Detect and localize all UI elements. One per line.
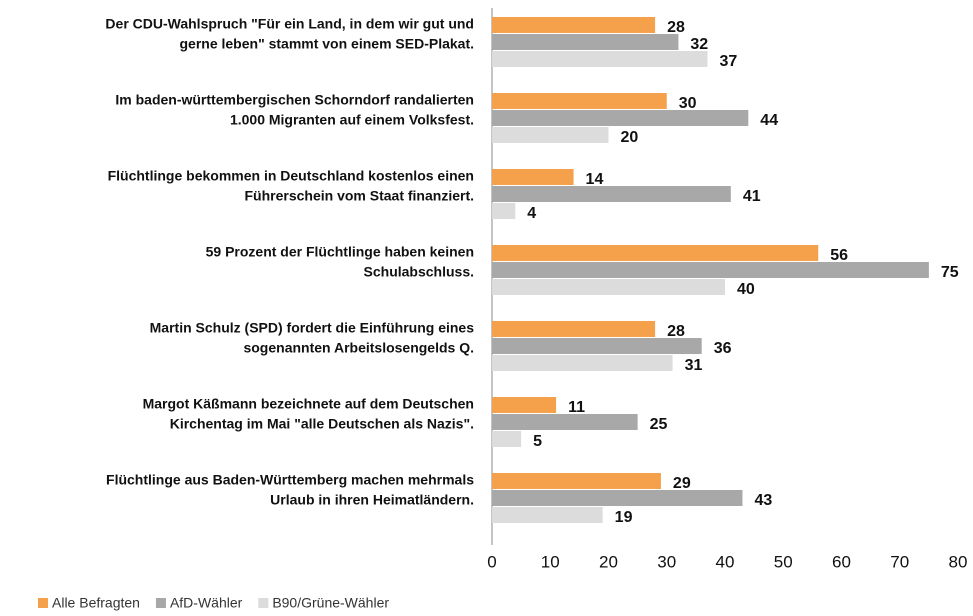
x-tick-label: 0	[487, 552, 496, 571]
bar	[492, 490, 743, 506]
bar	[492, 93, 667, 109]
x-tick-label: 40	[716, 552, 735, 571]
value-label: 41	[743, 188, 761, 205]
bar	[492, 127, 609, 143]
bar	[492, 338, 702, 354]
value-label: 29	[673, 475, 691, 492]
x-tick-label: 80	[949, 552, 968, 571]
x-tick-label: 20	[599, 552, 618, 571]
value-label: 28	[667, 19, 685, 36]
category-label: sogenannten Arbeitslosengelds Q.	[243, 340, 474, 356]
bar	[492, 169, 574, 185]
bar	[492, 507, 603, 523]
legend-swatch	[258, 598, 269, 608]
category-label: Flüchtlinge aus Baden-Württemberg machen…	[106, 472, 474, 488]
category-label: 59 Prozent der Flüchtlinge haben keinen	[206, 244, 474, 260]
value-label: 4	[527, 205, 536, 222]
bar	[492, 473, 661, 489]
bar	[492, 203, 516, 219]
category-label: Urlaub in ihren Heimatländern.	[270, 492, 474, 508]
bar	[492, 186, 731, 202]
bar	[492, 321, 656, 337]
value-label: 75	[941, 264, 959, 281]
legend-label: AfD-Wähler	[170, 595, 243, 611]
legend-label: Alle Befragten	[52, 595, 140, 611]
category-label: Führerschein vom Staat finanziert.	[245, 188, 475, 204]
legend-swatch	[155, 598, 166, 608]
bar	[492, 51, 708, 67]
value-label: 32	[690, 36, 708, 53]
value-label: 11	[568, 399, 585, 416]
value-label: 25	[650, 416, 668, 433]
category-label: Martin Schulz (SPD) fordert die Einführu…	[150, 320, 475, 336]
category-label: Margot Käßmann bezeichnete auf dem Deuts…	[143, 396, 474, 412]
bar	[492, 431, 522, 447]
category-label: Schulabschluss.	[364, 264, 474, 280]
legend-swatch	[38, 598, 48, 608]
category-label: Kirchentag im Mai "alle Deutschen als Na…	[170, 416, 474, 432]
bar	[492, 34, 679, 50]
bar	[492, 110, 749, 126]
x-tick-label: 30	[657, 552, 676, 571]
category-label: 1.000 Migranten auf einem Volksfest.	[230, 112, 474, 128]
category-label: Flüchtlinge bekommen in Deutschland kost…	[108, 168, 474, 184]
category-label: Im baden-württembergischen Schorndorf ra…	[115, 92, 474, 108]
value-label: 31	[685, 357, 703, 374]
value-label: 37	[720, 53, 738, 70]
value-label: 56	[830, 247, 848, 264]
bar	[492, 355, 673, 371]
category-label: gerne leben" stammt von einem SED-Plakat…	[179, 36, 474, 52]
value-label: 43	[754, 492, 772, 509]
bar	[492, 414, 638, 430]
legend-label: B90/Grüne-Wähler	[272, 595, 389, 611]
value-label: 44	[760, 112, 778, 129]
value-label: 30	[679, 95, 697, 112]
x-tick-label: 70	[890, 552, 909, 571]
value-label: 28	[667, 323, 685, 340]
category-label: Der CDU-Wahlspruch "Für ein Land, in dem…	[105, 16, 474, 32]
value-label: 20	[621, 129, 639, 146]
x-tick-label: 50	[774, 552, 793, 571]
bar	[492, 397, 557, 413]
value-label: 5	[533, 433, 542, 450]
value-label: 14	[586, 171, 604, 188]
bar	[492, 262, 929, 278]
bar	[492, 17, 656, 33]
value-label: 19	[615, 509, 633, 526]
bar	[492, 279, 725, 295]
value-label: 36	[714, 340, 732, 357]
x-tick-label: 60	[832, 552, 851, 571]
bar	[492, 245, 819, 261]
x-tick-label: 10	[541, 552, 560, 571]
value-label: 40	[737, 281, 755, 298]
